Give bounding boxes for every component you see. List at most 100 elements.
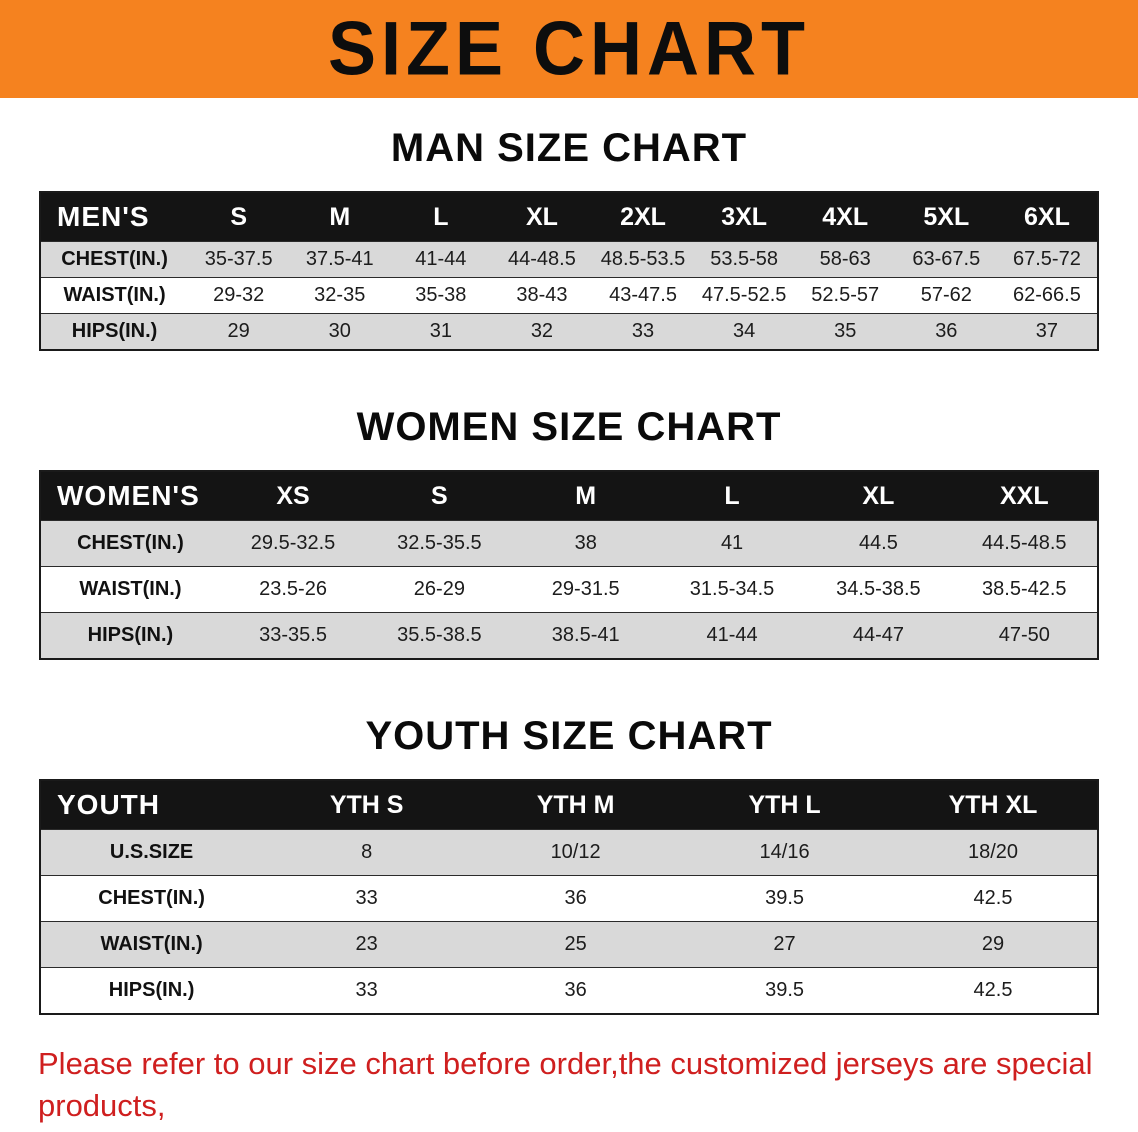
order-policy-notice: Please refer to our size chart before or…: [38, 1043, 1100, 1132]
size-header-cell: YTH S: [262, 779, 472, 830]
youth-section-heading: YOUTH SIZE CHART: [365, 714, 773, 758]
size-header-cell: XS: [219, 470, 367, 521]
row-label-cell: WAIST(IN.): [40, 921, 263, 968]
table-row: HIPS(IN.) 33-35.5 35.5-38.5 38.5-41 41-44 44-…: [40, 612, 1098, 660]
value-cell: 33-35.5: [219, 612, 367, 660]
size-header-cell: 5XL: [895, 191, 997, 242]
table-row: CHEST(IN.) 29.5-32.5 32.5-35.5 38 41 44.5 44.5…: [40, 520, 1098, 567]
value-cell: 33: [592, 313, 694, 351]
value-cell: 44-47: [805, 612, 952, 660]
value-cell: 30: [289, 313, 391, 351]
size-header-cell: S: [366, 470, 513, 521]
value-cell: 47-50: [951, 612, 1098, 660]
value-cell: 25: [471, 921, 681, 968]
row-label-cell: U.S.SIZE: [40, 829, 263, 876]
size-header-cell: XL: [491, 191, 593, 242]
size-header-cell: YTH M: [471, 779, 681, 830]
women-section-heading: WOMEN SIZE CHART: [356, 405, 782, 449]
value-cell: 35-37.5: [188, 241, 290, 278]
value-cell: 43-47.5: [592, 277, 694, 314]
value-cell: 31.5-34.5: [658, 566, 806, 613]
value-cell: 37: [996, 313, 1098, 351]
value-cell: 41-44: [658, 612, 806, 660]
value-cell: 44.5: [805, 520, 952, 567]
value-cell: 35.5-38.5: [366, 612, 513, 660]
youth-size-section: YOUTH SIZE CHART YOUTH YTH S YTH M YTH L YTH…: [0, 714, 1138, 1015]
row-label-cell: CHEST(IN.): [40, 241, 189, 278]
youth-size-table: YOUTH YTH S YTH M YTH L YTH XL U.S.SIZE 8 10/12…: [39, 779, 1099, 1015]
value-cell: 44-48.5: [491, 241, 593, 278]
size-header-cell: M: [512, 470, 659, 521]
value-cell: 36: [471, 967, 681, 1015]
value-cell: 32.5-35.5: [366, 520, 513, 567]
value-cell: 53.5-58: [693, 241, 795, 278]
value-cell: 29.5-32.5: [219, 520, 367, 567]
value-cell: 29: [889, 921, 1098, 968]
size-header-cell: 2XL: [592, 191, 694, 242]
row-label-cell: HIPS(IN.): [40, 967, 263, 1015]
value-cell: 23: [262, 921, 472, 968]
size-header-cell: M: [289, 191, 391, 242]
value-cell: 47.5-52.5: [693, 277, 795, 314]
header-row: WOMEN'S XS S M L XL XXL: [40, 470, 1098, 521]
women-size-table: WOMEN'S XS S M L XL XXL CHEST(IN.) 29.5-32.5 32.5…: [39, 470, 1099, 660]
value-cell: 23.5-26: [219, 566, 367, 613]
value-cell: 38.5-41: [512, 612, 659, 660]
men-size-table: MEN'S S M L XL 2XL 3XL 4XL 5XL 6XL CHEST(IN.) 35-37…: [39, 191, 1099, 351]
table-row: WAIST(IN.) 23 25 27 29: [40, 921, 1098, 968]
header-row: MEN'S S M L XL 2XL 3XL 4XL 5XL 6XL: [40, 191, 1098, 242]
table-title-cell: MEN'S: [40, 191, 189, 242]
table-title-cell: YOUTH: [40, 779, 263, 830]
value-cell: 34.5-38.5: [805, 566, 952, 613]
value-cell: 38.5-42.5: [951, 566, 1098, 613]
value-cell: 42.5: [889, 875, 1098, 922]
size-header-cell: S: [188, 191, 290, 242]
value-cell: 39.5: [680, 967, 890, 1015]
value-cell: 58-63: [794, 241, 896, 278]
value-cell: 35: [794, 313, 896, 351]
value-cell: 36: [895, 313, 997, 351]
value-cell: 62-66.5: [996, 277, 1098, 314]
table-title-cell: WOMEN'S: [40, 470, 220, 521]
table-row: WAIST(IN.) 29-32 32-35 35-38 38-43 43-47.5 47.…: [40, 277, 1098, 314]
value-cell: 29: [188, 313, 290, 351]
value-cell: 63-67.5: [895, 241, 997, 278]
value-cell: 8: [262, 829, 472, 876]
value-cell: 67.5-72: [996, 241, 1098, 278]
size-header-cell: 4XL: [794, 191, 896, 242]
value-cell: 41: [658, 520, 806, 567]
row-label-cell: WAIST(IN.): [40, 277, 189, 314]
value-cell: 57-62: [895, 277, 997, 314]
value-cell: 34: [693, 313, 795, 351]
value-cell: 37.5-41: [289, 241, 391, 278]
value-cell: 42.5: [889, 967, 1098, 1015]
table-row: WAIST(IN.) 23.5-26 26-29 29-31.5 31.5-34.5 34…: [40, 566, 1098, 613]
row-label-cell: CHEST(IN.): [40, 520, 220, 567]
value-cell: 38: [512, 520, 659, 567]
page-title: SIZE CHART: [328, 6, 810, 92]
value-cell: 48.5-53.5: [592, 241, 694, 278]
notice-line-2: we don't accept cancel, change, teturn o…: [38, 1127, 1100, 1132]
value-cell: 26-29: [366, 566, 513, 613]
table-row: CHEST(IN.) 35-37.5 37.5-41 41-44 44-48.5 48.5…: [40, 241, 1098, 278]
size-header-cell: XL: [805, 470, 952, 521]
size-header-cell: L: [390, 191, 492, 242]
size-header-cell: 6XL: [996, 191, 1098, 242]
value-cell: 33: [262, 875, 472, 922]
notice-line-1: Please refer to our size chart before or…: [38, 1046, 1093, 1123]
men-size-section: MAN SIZE CHART MEN'S S M L XL 2XL 3XL 4XL 5XL 6XL…: [0, 126, 1138, 351]
value-cell: 33: [262, 967, 472, 1015]
header-row: YOUTH YTH S YTH M YTH L YTH XL: [40, 779, 1098, 830]
row-label-cell: WAIST(IN.): [40, 566, 220, 613]
value-cell: 38-43: [491, 277, 593, 314]
row-label-cell: HIPS(IN.): [40, 313, 189, 351]
value-cell: 39.5: [680, 875, 890, 922]
value-cell: 32: [491, 313, 593, 351]
size-header-cell: YTH L: [680, 779, 890, 830]
value-cell: 31: [390, 313, 492, 351]
value-cell: 32-35: [289, 277, 391, 314]
table-row: HIPS(IN.) 29 30 31 32 33 34 35 36 37: [40, 313, 1098, 351]
table-row: HIPS(IN.) 33 36 39.5 42.5: [40, 967, 1098, 1015]
value-cell: 44.5-48.5: [951, 520, 1098, 567]
